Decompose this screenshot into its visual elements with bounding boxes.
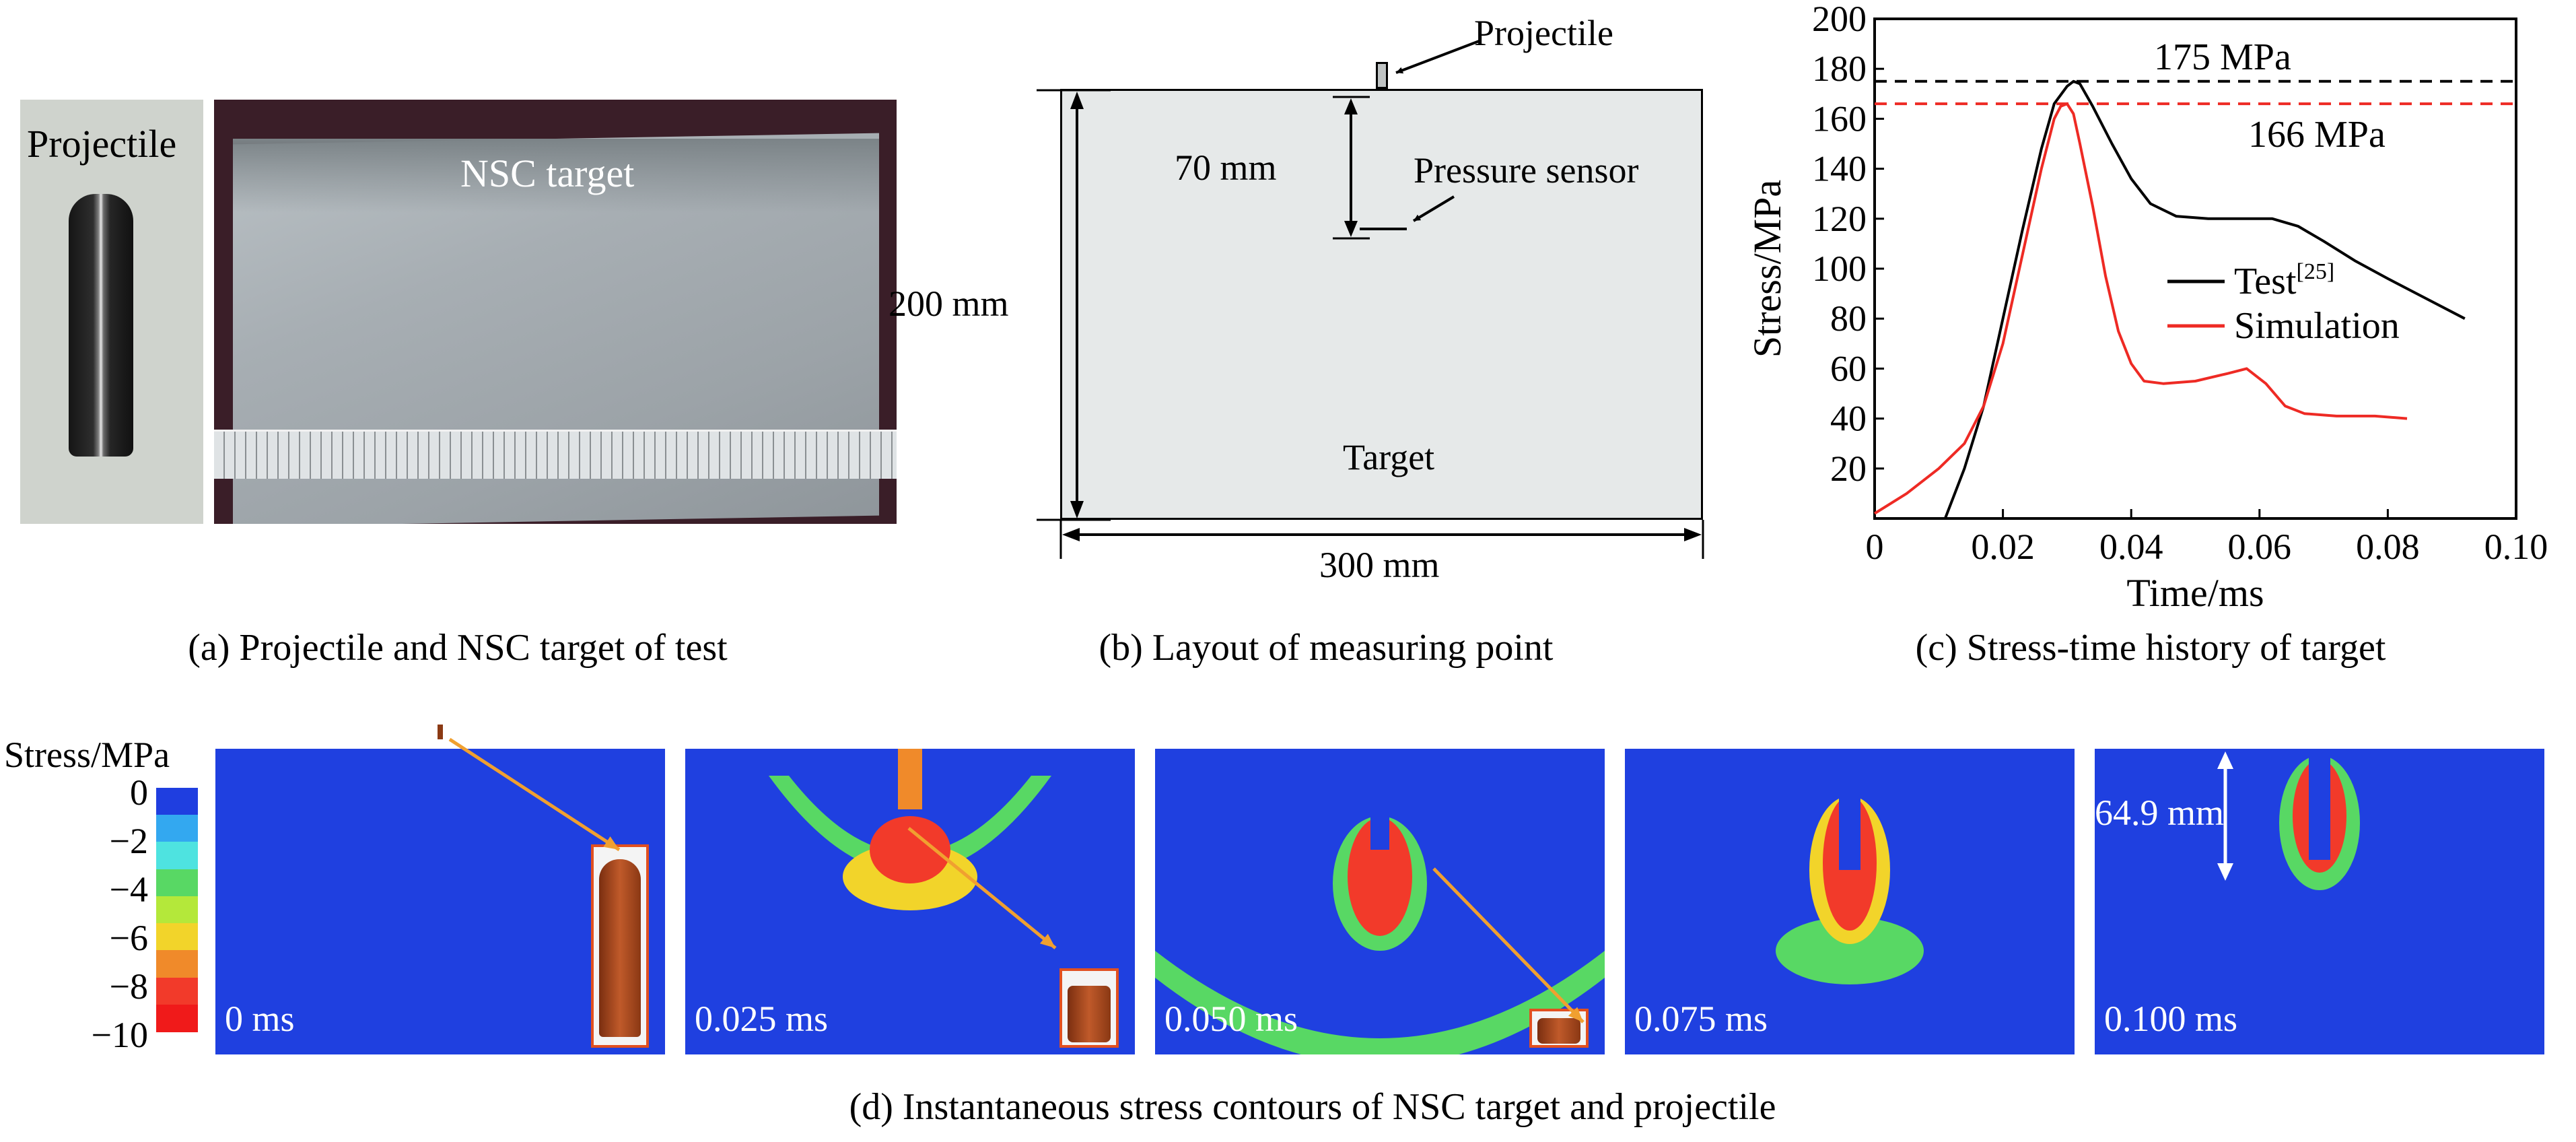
depth-label: 64.9 mm [2095,793,2225,833]
reference-line-label: 166 MPa [2248,114,2386,156]
depth-arrow-head-bottom [2217,863,2233,881]
penetration-channel [1370,749,1389,850]
time-label: 0 ms [225,999,295,1039]
series-line-simulation [1873,102,2408,515]
colorbar-tick-label: 0 [130,772,148,813]
projectile-inset [591,844,649,1048]
target-rect [1060,89,1703,520]
y-tick-label: 20 [1830,448,1867,489]
time-label: 0.050 ms [1164,999,1298,1039]
target-block-top-shadow [233,139,879,213]
y-axis-label: Stress/MPa [1745,180,1789,358]
projectile-model [598,859,641,1038]
colorbar-band [156,869,198,897]
contour-frame: 0.075 ms [1625,749,2075,1054]
panel-b-dimension-lines [1037,39,1704,559]
x-tick-label: 0.04 [2099,527,2163,567]
projectile-shape [1376,62,1388,89]
x-tick-label: 0.08 [2356,527,2420,567]
colorbar-tick-label: −10 [91,1015,148,1055]
time-label: 0.025 ms [695,999,829,1039]
colorbar [156,788,198,1033]
y-tick-label: 80 [1830,298,1867,339]
x-tick-label: 0 [1866,527,1884,567]
y-tick-label: 140 [1812,149,1867,189]
colorbar-band [156,842,198,870]
width-300mm-label: 300 mm [1319,545,1440,585]
colorbar-band [156,1004,198,1033]
y-tick-label: 160 [1812,98,1867,139]
colorbar-tick-label: −8 [109,966,148,1007]
target-label: Target [1343,437,1435,477]
contour-frame: 0.050 ms [1155,749,1605,1054]
y-tick-label: 100 [1812,248,1867,289]
y-tick-label: 40 [1830,399,1867,439]
time-label: 0.100 ms [2104,999,2238,1039]
depth-70mm-label: 70 mm [1175,147,1277,188]
x-tick-label: 0.02 [1971,527,2035,567]
colorbar-band [156,950,198,978]
contour-plot [1155,749,1605,1054]
colorbar-tick-label: −4 [109,869,148,910]
caption-d: (d) Instantaneous stress contours of NSC… [849,1086,1776,1128]
projectile-photo: Projectile [20,100,203,524]
x-axis-label: Time/ms [2126,571,2264,615]
projectile-label: Projectile [1474,13,1613,53]
caption-a: (a) Projectile and NSC target of test [188,627,728,669]
colorbar-tick-label: −6 [109,918,148,958]
projectile-model [1068,986,1111,1042]
penetration-channel [1839,749,1860,870]
contour-frame: 0.100 ms 64.9 mm [2095,749,2544,1054]
initial-projectile [438,725,443,739]
contour-frame: 0.025 ms [685,749,1135,1054]
penetration-channel [898,749,922,809]
projectile-inset [1059,968,1119,1048]
contour-frame: 0 ms [215,749,665,1054]
colorbar-tick-label: −2 [109,821,148,861]
x-tick-label: 0.06 [2228,527,2292,567]
time-label: 0.075 ms [1634,999,1768,1039]
contour-plot [2217,749,2360,890]
colorbar-band [156,788,198,816]
contour-plot [1776,749,1924,984]
projectile-photo-label: Projectile [27,122,177,166]
ruler [214,430,897,479]
y-tick-label: 180 [1812,48,1867,89]
stress-wave-front [1155,951,1605,1054]
caption-c: (c) Stress-time history of target [1915,627,2386,669]
stress-zone-red [1348,817,1412,936]
colorbar-band [156,815,198,843]
stress-zone-red [870,816,950,883]
legend-label: Simulation [2234,305,2400,347]
projectile-model [1537,1018,1580,1044]
y-tick-label: 200 [1812,0,1867,39]
projectile-body [69,194,133,457]
colorbar-ticks: 0 −2 −4 −6 −8 −10 [67,772,148,1057]
colorbar-band [156,923,198,951]
stress-time-chart: 0 0.02 0.04 0.06 0.08 0.10 20 40 60 80 100 120 140 16… [1745,0,2548,615]
height-200mm-label: 200 mm [889,283,1009,324]
depth-arrow-head-top [2217,751,2233,769]
x-tick-label: 0.10 [2484,527,2548,567]
y-tick-label: 60 [1830,348,1867,389]
caption-b: (b) Layout of measuring point [1099,627,1554,669]
colorbar-band [156,896,198,925]
nsc-target-photo: NSC target [214,100,897,524]
penetration-channel [2309,749,2330,860]
pressure-sensor-label: Pressure sensor [1414,150,1639,191]
colorbar-band [156,977,198,1005]
stress-zone-green [1776,917,1924,984]
series-line-test [1943,79,2466,519]
projectile-inset [1529,1009,1589,1048]
y-tick-label: 120 [1812,199,1867,239]
reference-line-label: 175 MPa [2154,36,2291,78]
colorbar-title: Stress/MPa [4,735,170,775]
nsc-target-photo-label: NSC target [460,152,635,195]
